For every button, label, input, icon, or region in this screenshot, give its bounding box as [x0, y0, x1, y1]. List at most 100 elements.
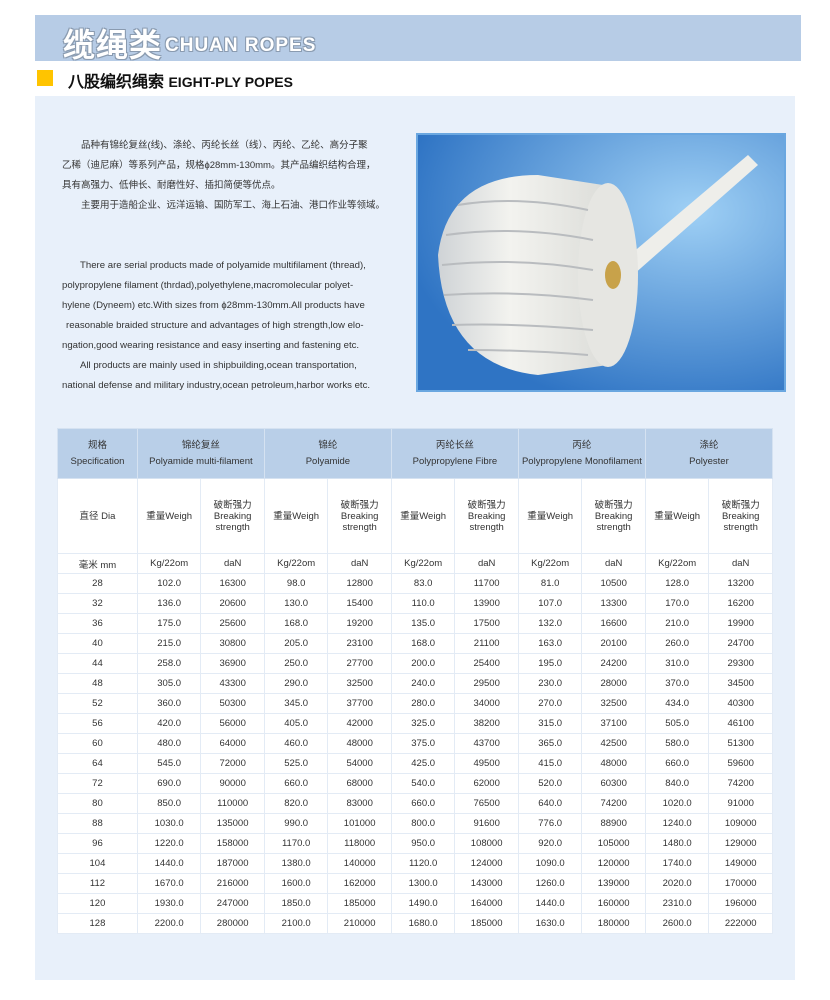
value-cell: 11700: [454, 573, 519, 594]
table-row: 96 1220.0 158000 1170.0 118000 950.0 108000 920…: [57, 833, 773, 854]
diameter-cell: 52: [57, 693, 138, 714]
value-cell: 290.0: [263, 673, 329, 694]
diameter-cell: 120: [57, 893, 138, 914]
value-cell: 13200: [708, 573, 773, 594]
value-cell: 1440.0: [136, 853, 202, 874]
value-cell: 136.0: [136, 593, 202, 614]
section-marker: [37, 70, 53, 86]
value-cell: 110.0: [390, 593, 456, 614]
value-cell: 109000: [708, 813, 773, 834]
value-cell: 434.0: [644, 693, 710, 714]
value-cell: 34500: [708, 673, 773, 694]
diameter-cell: 88: [57, 813, 138, 834]
value-cell: 162000: [327, 873, 392, 894]
value-cell: 370.0: [644, 673, 710, 694]
value-cell: 23100: [327, 633, 392, 654]
header-material: 丙纶长丝 Polypropylene Fibre: [390, 428, 519, 479]
header-spec-cn: 规格: [87, 439, 107, 451]
subheader-breaking: 破断强力 Breaking strength: [327, 478, 392, 554]
value-cell: 135000: [200, 813, 265, 834]
value-cell: 315.0: [517, 713, 583, 734]
breaking-label: Breaking: [721, 510, 760, 522]
value-cell: 1380.0: [263, 853, 329, 874]
value-cell: 196000: [708, 893, 773, 914]
value-cell: 76500: [454, 793, 519, 814]
material-name-en: Polyamide multi-filament: [149, 455, 253, 467]
rope-photo: [416, 133, 786, 392]
header-material: 涤纶 Polyester: [644, 428, 774, 479]
value-cell: 260.0: [644, 633, 710, 654]
value-cell: 660.0: [644, 753, 710, 774]
value-cell: 43300: [200, 673, 265, 694]
value-cell: 840.0: [644, 773, 710, 794]
value-cell: 110000: [200, 793, 265, 814]
value-cell: 91600: [454, 813, 519, 834]
value-cell: 16600: [581, 613, 646, 634]
value-cell: 72000: [200, 753, 265, 774]
header-spec: 规格 Specification: [57, 428, 138, 479]
value-cell: 525.0: [263, 753, 329, 774]
table-row: 64 545.0 72000 525.0 54000 425.0 49500 415.0 480…: [57, 753, 773, 774]
value-cell: 820.0: [263, 793, 329, 814]
value-cell: 280000: [200, 913, 265, 934]
value-cell: 62000: [454, 773, 519, 794]
value-cell: 280.0: [390, 693, 456, 714]
value-cell: 990.0: [263, 813, 329, 834]
value-cell: 49500: [454, 753, 519, 774]
header-spec-en: Specification: [70, 455, 125, 467]
table-row: 72 690.0 90000 660.0 68000 540.0 62000 520.0 603…: [57, 773, 773, 794]
value-cell: 1220.0: [136, 833, 202, 854]
value-cell: 1090.0: [517, 853, 583, 874]
value-cell: 215.0: [136, 633, 202, 654]
table-row: 88 1030.0 135000 990.0 101000 800.0 91600 776.0…: [57, 813, 773, 834]
unit-break: daN: [327, 553, 392, 574]
value-cell: 56000: [200, 713, 265, 734]
value-cell: 37700: [327, 693, 392, 714]
value-cell: 124000: [454, 853, 519, 874]
value-cell: 98.0: [263, 573, 329, 594]
value-cell: 950.0: [390, 833, 456, 854]
value-cell: 83.0: [390, 573, 456, 594]
unit-weigh: Kg/22om: [263, 553, 329, 574]
material-name-en: Polyester: [689, 455, 729, 467]
table-row: 80 850.0 110000 820.0 83000 660.0 76500 640.0 74…: [57, 793, 773, 814]
value-cell: 90000: [200, 773, 265, 794]
value-cell: 120000: [581, 853, 646, 874]
value-cell: 310.0: [644, 653, 710, 674]
value-cell: 345.0: [263, 693, 329, 714]
value-cell: 540.0: [390, 773, 456, 794]
unit-break: daN: [581, 553, 646, 574]
value-cell: 46100: [708, 713, 773, 734]
value-cell: 60300: [581, 773, 646, 794]
value-cell: 2100.0: [263, 913, 329, 934]
header-material: 锦纶 Polyamide: [263, 428, 392, 479]
unit-weigh: Kg/22om: [517, 553, 583, 574]
description-cn-line: 品种有锦纶复丝(线)、涤纶、丙纶长丝（线）、丙纶、乙纶、高分子聚: [81, 140, 368, 151]
value-cell: 168.0: [263, 613, 329, 634]
value-cell: 660.0: [390, 793, 456, 814]
value-cell: 13300: [581, 593, 646, 614]
table-row: 32 136.0 20600 130.0 15400 110.0 13900 107.0 133…: [57, 593, 773, 614]
table-row: 128 2200.0 280000 2100.0 210000 1680.0 185000 1…: [57, 913, 773, 934]
value-cell: 21100: [454, 633, 519, 654]
value-cell: 24700: [708, 633, 773, 654]
value-cell: 101000: [327, 813, 392, 834]
section-title-cn: 八股编织绳索: [68, 74, 165, 91]
value-cell: 185000: [327, 893, 392, 914]
diameter-cell: 48: [57, 673, 138, 694]
table-row: 60 480.0 64000 460.0 48000 375.0 43700 365.0 425…: [57, 733, 773, 754]
value-cell: 250.0: [263, 653, 329, 674]
value-cell: 170.0: [644, 593, 710, 614]
value-cell: 222000: [708, 913, 773, 934]
breaking-label: 破断强力: [721, 499, 760, 511]
value-cell: 24200: [581, 653, 646, 674]
table-row: 52 360.0 50300 345.0 37700 280.0 34000 270.0 325…: [57, 693, 773, 714]
value-cell: 27700: [327, 653, 392, 674]
value-cell: 91000: [708, 793, 773, 814]
value-cell: 1930.0: [136, 893, 202, 914]
value-cell: 74200: [708, 773, 773, 794]
value-cell: 32500: [327, 673, 392, 694]
breaking-label: Breaking: [594, 510, 633, 522]
material-name-cn: 丙纶: [572, 439, 592, 451]
diameter-cell: 80: [57, 793, 138, 814]
